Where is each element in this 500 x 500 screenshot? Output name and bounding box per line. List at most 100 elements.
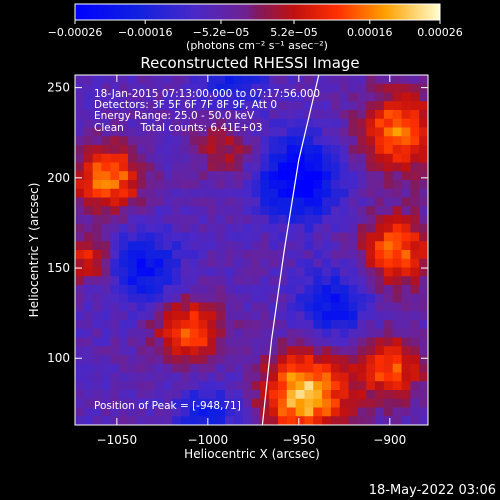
heatmap-cell <box>366 101 376 111</box>
heatmap-cell <box>339 153 350 164</box>
heatmap-cell <box>260 92 270 102</box>
heatmap-cell <box>260 197 270 207</box>
heatmap-cell <box>198 215 208 225</box>
heatmap-cell <box>383 346 394 356</box>
heatmap-cell <box>269 118 279 129</box>
heatmap-cell <box>119 320 129 330</box>
heatmap-cell <box>392 372 403 382</box>
heatmap-cell <box>216 171 226 181</box>
heatmap-cell <box>163 197 173 207</box>
heatmap-cell <box>225 250 235 260</box>
heatmap-cell <box>136 118 147 129</box>
heatmap-cell <box>366 110 376 120</box>
heatmap-cell <box>295 337 306 347</box>
heatmap-cell <box>295 276 306 286</box>
heatmap-cell <box>339 311 350 321</box>
heatmap-cell <box>233 162 244 172</box>
heatmap-cell <box>313 285 323 295</box>
heatmap-cell <box>348 215 358 225</box>
heatmap-cell <box>101 320 111 330</box>
heatmap-cell <box>119 92 129 102</box>
heatmap-cell <box>313 276 323 286</box>
heatmap-cell <box>127 145 138 155</box>
heatmap-cell <box>401 398 411 409</box>
heatmap-cell <box>207 363 217 374</box>
heatmap-cell <box>383 83 394 94</box>
heatmap-cell <box>225 390 235 400</box>
heatmap-cell <box>410 363 420 374</box>
heatmap-cell <box>330 197 341 207</box>
heatmap-cell <box>383 355 394 365</box>
heatmap-cell <box>225 127 235 137</box>
heatmap-cell <box>145 258 156 269</box>
heatmap-cell <box>75 197 85 207</box>
heatmap-cell <box>322 381 332 391</box>
heatmap-cell <box>75 276 85 286</box>
heatmap-cell <box>251 293 261 304</box>
heatmap-cell <box>233 302 244 312</box>
heatmap-cell <box>304 355 314 365</box>
heatmap-cell <box>233 416 244 425</box>
heatmap-cell <box>242 398 253 409</box>
solar-limb-curve <box>261 75 320 425</box>
heatmap-cell <box>127 398 138 409</box>
heatmap-cell <box>322 75 332 85</box>
heatmap-cell <box>127 232 138 242</box>
colorbar-tick-label: 0.00016 <box>347 26 393 39</box>
heatmap-cell <box>375 346 385 356</box>
heatmap-cell <box>154 162 164 172</box>
annotation-time-range: 18-Jan-2015 07:13:00.000 to 07:17:56.000 <box>94 88 320 100</box>
heatmap-cell <box>366 416 376 425</box>
heatmap-cell <box>339 136 350 146</box>
heatmap-cell <box>145 92 156 102</box>
heatmap-cell <box>251 171 261 181</box>
heatmap-cell <box>330 311 341 321</box>
heatmap-cell <box>357 118 367 129</box>
heatmap-cell <box>110 285 120 295</box>
heatmap-cell <box>269 83 279 94</box>
heatmap-cell <box>180 337 191 347</box>
heatmap-cell <box>154 390 164 400</box>
heatmap-cell <box>366 302 376 312</box>
heatmap-cell <box>383 180 394 190</box>
heatmap-cell <box>401 328 411 339</box>
heatmap-cell <box>286 407 297 417</box>
heatmap-cell <box>375 180 385 190</box>
y-tick-label: 150 <box>47 261 70 275</box>
heatmap-cell <box>383 381 394 391</box>
heatmap-cell <box>198 171 208 181</box>
heatmap-cell <box>172 398 182 409</box>
heatmap-cell <box>410 180 420 190</box>
heatmap-cell <box>410 302 420 312</box>
heatmap-cell <box>163 381 173 391</box>
heatmap-cell <box>286 136 297 146</box>
heatmap-cell <box>410 162 420 172</box>
heatmap-cell <box>225 276 235 286</box>
heatmap-cell <box>75 92 85 102</box>
heatmap-cell <box>357 258 367 269</box>
heatmap-cell <box>75 171 85 181</box>
heatmap-cell <box>154 145 164 155</box>
heatmap-cell <box>92 180 103 190</box>
heatmap-cell <box>180 75 191 85</box>
heatmap-cell <box>101 398 111 409</box>
heatmap-cell <box>198 153 208 164</box>
heatmap-cell <box>410 101 420 111</box>
heatmap-cell <box>145 241 156 251</box>
heatmap-cell <box>419 363 428 374</box>
heatmap-cell <box>92 337 103 347</box>
heatmap-cell <box>110 258 120 269</box>
heatmap-cell <box>110 188 120 199</box>
heatmap-cell <box>110 276 120 286</box>
heatmap-cell <box>92 118 103 129</box>
heatmap-cell <box>375 75 385 85</box>
heatmap-cell <box>304 197 314 207</box>
heatmap-cell <box>269 398 279 409</box>
heatmap-cell <box>375 337 385 347</box>
heatmap-cell <box>92 145 103 155</box>
heatmap-cell <box>110 162 120 172</box>
heatmap-cell <box>313 381 323 391</box>
heatmap-cell <box>145 110 156 120</box>
heatmap-cell <box>339 293 350 304</box>
heatmap-cell <box>339 241 350 251</box>
